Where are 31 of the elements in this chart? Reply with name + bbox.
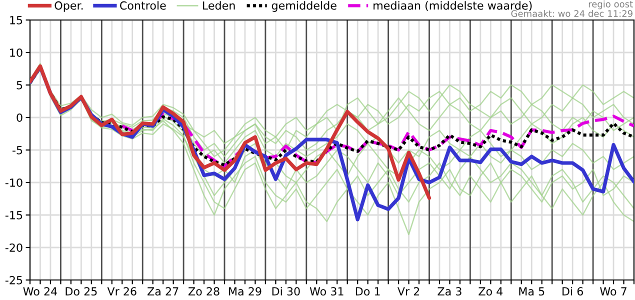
x-tick-label: Wo 31: [310, 287, 344, 296]
y-tick-label: 15: [10, 16, 22, 24]
y-tick-label: 10: [10, 48, 22, 57]
legend-label: gemiddelde: [272, 1, 336, 12]
x-tick-label: Di 30: [272, 286, 300, 296]
x-tick-label: Vr 2: [397, 287, 420, 296]
x-tick-label: Za 3: [438, 287, 462, 296]
x-tick-label: Do 25: [66, 287, 97, 296]
y-tick-label: -10: [5, 178, 22, 187]
text: regio oost: [588, 0, 633, 10]
x-tick-label: Ma 29: [229, 287, 262, 296]
y-tick-label: -20: [5, 243, 22, 252]
x-tick-label: Do 1: [356, 287, 380, 296]
legend-label: Controle: [120, 1, 166, 10]
x-tick-label: Zo 28: [188, 287, 220, 296]
text: Gemaakt: wo 24 dec 11:29: [511, 10, 632, 17]
x-tick-label: Za 27: [148, 287, 178, 296]
x-tick-label: Zo 4: [478, 287, 503, 296]
x-tick-label: Wo 24: [23, 287, 58, 296]
y-tick-label: -15: [5, 211, 22, 220]
y-tick-label: 5: [16, 81, 22, 90]
legend-label: Leden: [203, 1, 235, 10]
x-tick-label: Ma 5: [519, 287, 544, 296]
x-tick-label: Wo 7: [600, 287, 626, 296]
legend-label: mediaan (middelste waarde): [374, 1, 532, 12]
legend-label: Oper.: [54, 1, 83, 12]
y-tick-label: 0: [16, 113, 22, 122]
y-tick-label: -5: [12, 146, 22, 154]
y-tick-label: -25: [5, 276, 22, 284]
x-tick-label: Vr 26: [107, 287, 136, 296]
x-tick-label: Di 6: [562, 286, 583, 296]
